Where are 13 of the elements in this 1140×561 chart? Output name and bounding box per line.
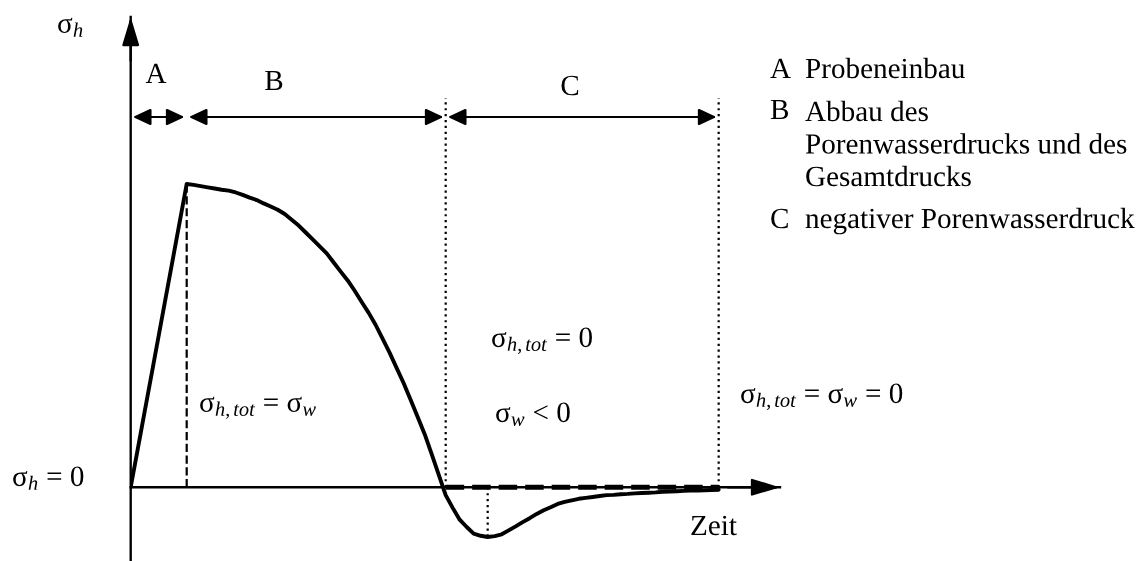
text: C negativer Porenwasserdruck (771, 207, 1135, 235)
annotation: σ$_{h,tot}$ = 0 (492, 327, 592, 355)
annotation: σ$_{h,tot}$ = σ$_{w}$ (200, 396, 316, 419)
text: A (145, 63, 167, 83)
text: σ$_{h}$ (58, 17, 83, 37)
text: B (265, 70, 283, 91)
annotation: σ$_{w}$ < 0 (496, 402, 570, 427)
text: σ$_{h}$ = 0 (13, 466, 84, 490)
text: σ$_{h,tot}$ = σ$_{w}$ = 0 (741, 383, 903, 411)
text: C (561, 75, 579, 96)
x-axis-title: Zeit (691, 515, 737, 536)
text: A Probeneinbau (770, 57, 965, 79)
text: B Abbau des Porenwasserdrucks und des Gesamtdrucks (770, 99, 1127, 187)
